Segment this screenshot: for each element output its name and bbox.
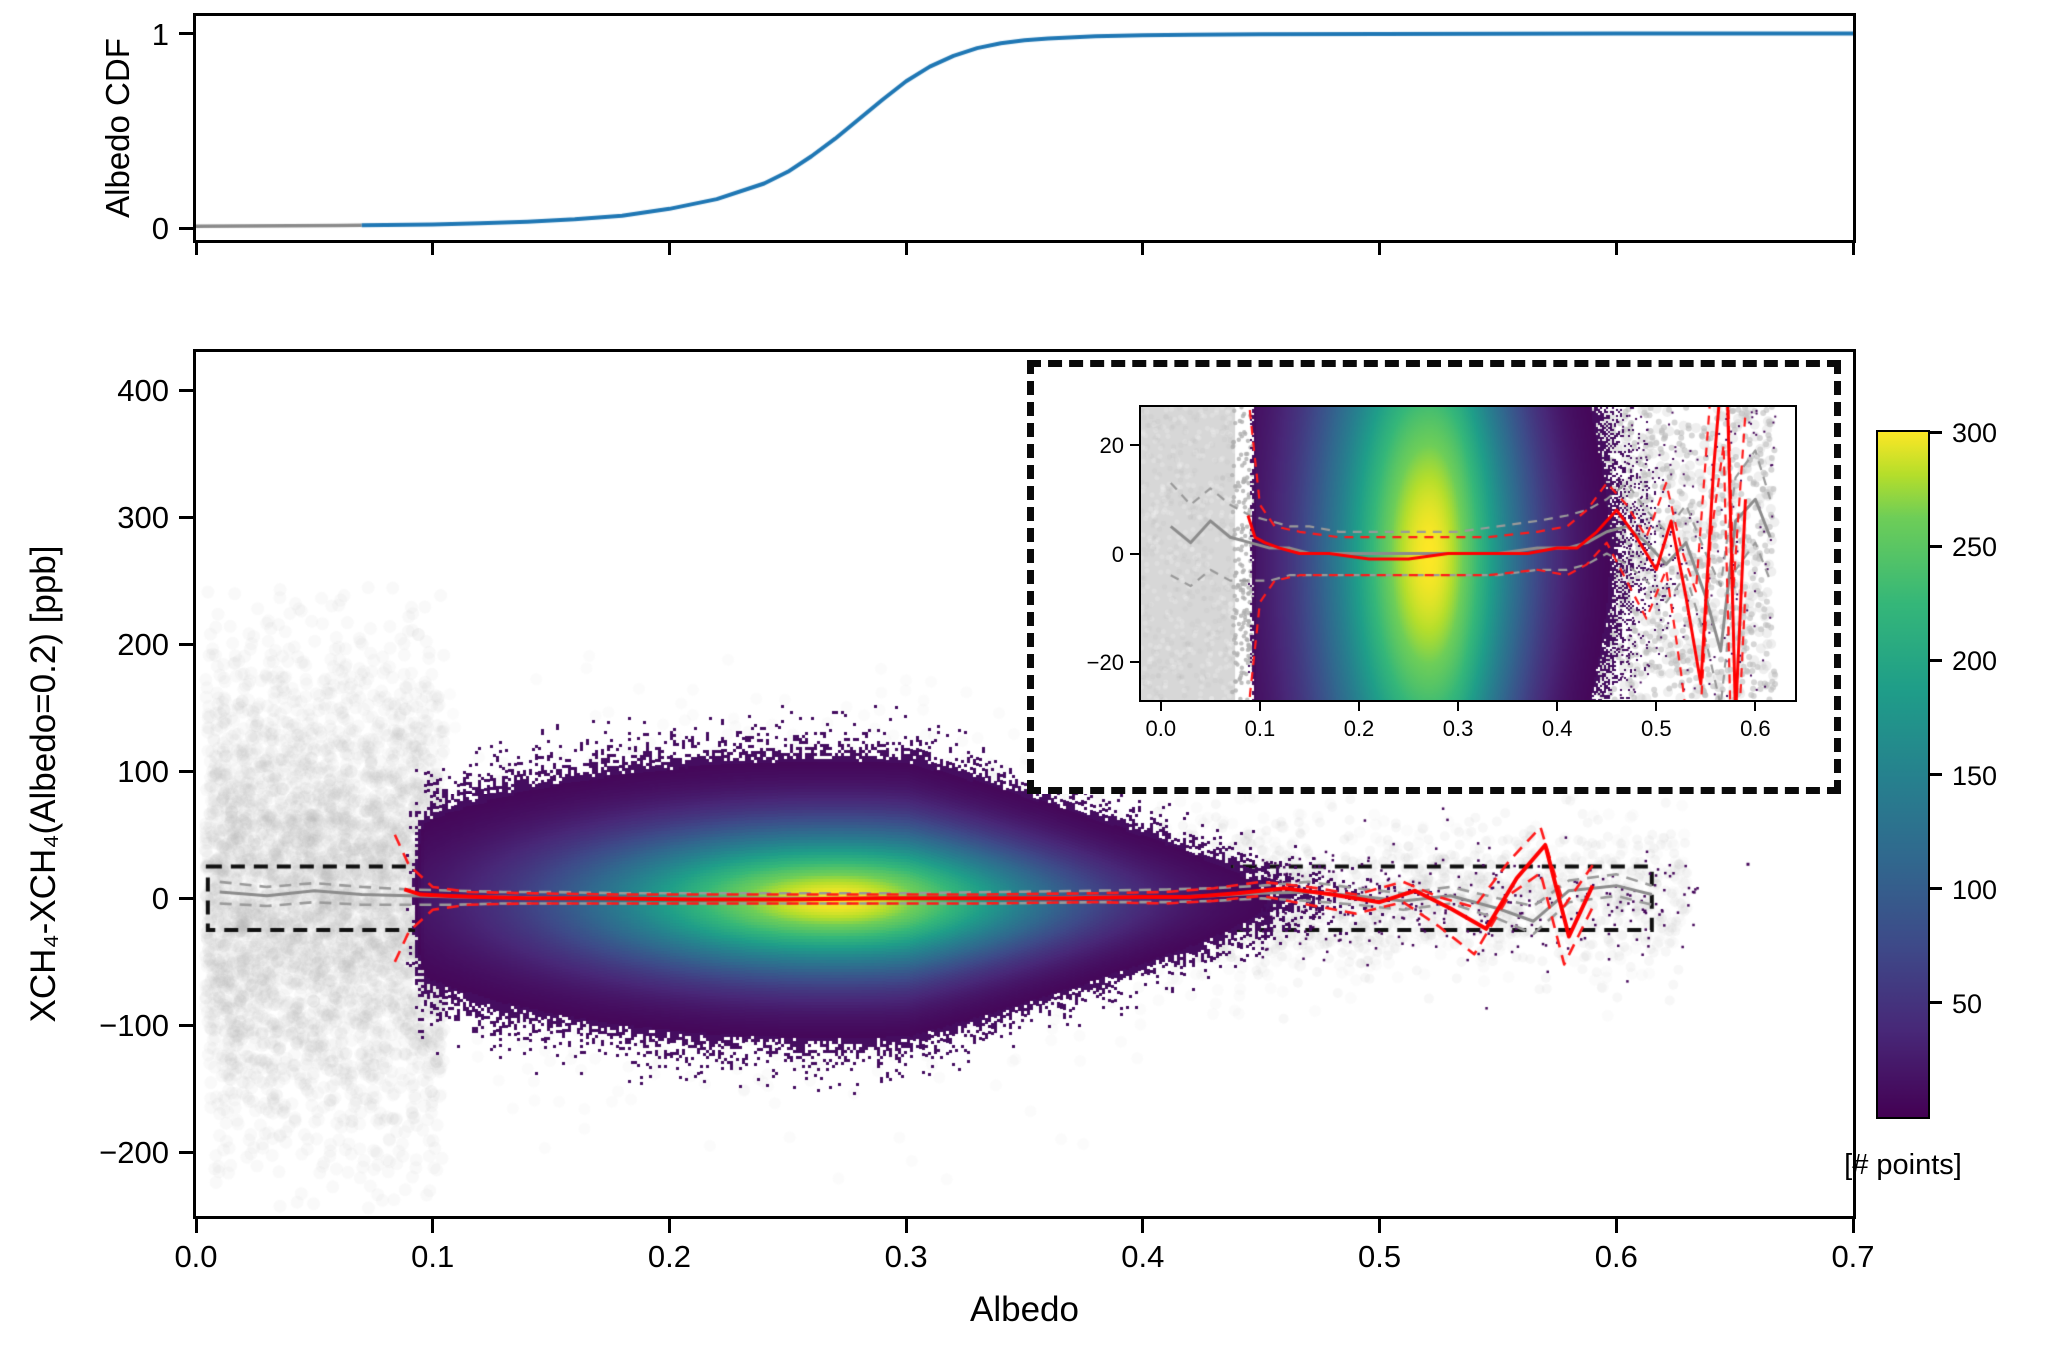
main-y-tick	[179, 769, 193, 773]
inset-x-tick-label: 0.6	[1740, 716, 1771, 741]
inset-x-tick	[1556, 702, 1559, 711]
main-x-tick-label: 0.5	[1358, 1239, 1402, 1274]
main-x-tick-label: 0.3	[884, 1239, 928, 1274]
colorbar-tick-label: 250	[1952, 532, 1998, 563]
main-y-tick-label: 400	[117, 373, 169, 409]
main-x-tick-label: 0.1	[411, 1239, 455, 1274]
main-x-tick-label: 0.0	[174, 1239, 218, 1274]
cdf-y-tick	[179, 226, 193, 230]
inset-x-tick	[1358, 702, 1360, 711]
inset-y-tick	[1130, 443, 1139, 446]
cdf-plot-canvas	[196, 16, 1853, 240]
main-x-tick	[1141, 1219, 1145, 1233]
inset-x-tick	[1159, 702, 1162, 711]
inset-y-tick	[1130, 661, 1139, 664]
inset-plot-canvas	[1141, 407, 1795, 700]
main-y-tick	[179, 1150, 193, 1154]
colorbar-tick-label: 200	[1952, 646, 1998, 677]
colorbar-tick-label: 300	[1952, 418, 1998, 448]
colorbar-tick	[1930, 658, 1942, 662]
colorbar-tick-label: 100	[1952, 874, 1998, 905]
main-y-tick-label: 300	[117, 500, 169, 536]
main-x-tick	[1851, 1219, 1855, 1233]
inset-x-tick-label: 0.5	[1640, 716, 1672, 741]
colorbar-label: [# points]	[1844, 1149, 1962, 1181]
main-x-tick-label: 0.7	[1831, 1239, 1875, 1274]
main-x-tick	[904, 1219, 908, 1233]
inset-y-tick-label: −20	[1086, 650, 1124, 676]
main-y-tick-label: 100	[117, 754, 169, 790]
inset-x-tick-label: 0.1	[1244, 716, 1276, 741]
colorbar-tick	[1930, 887, 1942, 891]
inset-x-tick	[1457, 702, 1460, 711]
main-x-tick	[1378, 1219, 1382, 1233]
main-y-tick	[179, 388, 193, 392]
cdf-y-tick-label: 1	[151, 16, 169, 52]
main-x-tick-label: 0.6	[1594, 1239, 1638, 1274]
inset-x-tick	[1754, 702, 1757, 711]
inset-x-tick-label: 0.0	[1145, 716, 1177, 741]
main-y-tick-label: −200	[99, 1135, 169, 1171]
main-x-tick	[431, 1219, 435, 1233]
cdf-y-tick	[179, 32, 193, 36]
cdf-x-tick	[667, 243, 671, 255]
cdf-x-tick	[1378, 243, 1382, 255]
main-y-tick-label: 200	[117, 627, 169, 663]
main-y-tick-label: 0	[151, 881, 169, 917]
colorbar-tick-label: 150	[1952, 760, 1998, 791]
cdf-x-tick	[194, 243, 198, 255]
colorbar-tick	[1930, 544, 1942, 548]
colorbar-tick	[1930, 773, 1942, 776]
inset-y-tick-label: 0	[1111, 541, 1124, 567]
main-x-tick	[194, 1219, 198, 1233]
main-y-tick	[179, 1023, 193, 1027]
main-x-tick	[667, 1219, 671, 1233]
cdf-x-tick	[1851, 243, 1855, 255]
colorbar-gradient	[1878, 432, 1928, 1117]
cdf-y-axis-label: Albedo CDF	[99, 38, 136, 218]
inset-x-tick-label: 0.2	[1343, 716, 1375, 741]
colorbar-tick	[1930, 430, 1942, 434]
inset-x-tick	[1655, 702, 1658, 711]
cdf-y-tick-label: 0	[151, 211, 169, 247]
cdf-x-tick	[1141, 243, 1145, 255]
colorbar-tick-label: 50	[1952, 988, 1983, 1019]
main-x-axis-label: Albedo	[970, 1290, 1079, 1329]
inset-y-tick	[1130, 552, 1139, 555]
inset-x-tick	[1258, 702, 1261, 711]
main-x-tick-label: 0.2	[647, 1239, 691, 1274]
main-y-tick	[179, 515, 193, 519]
main-y-tick-label: −100	[99, 1008, 169, 1044]
main-x-tick-label: 0.4	[1121, 1239, 1165, 1274]
main-y-tick	[179, 896, 193, 900]
colorbar-tick	[1930, 1001, 1942, 1005]
cdf-x-tick	[1614, 243, 1618, 255]
inset-x-tick-label: 0.4	[1541, 716, 1573, 741]
main-y-tick	[179, 642, 193, 646]
cdf-x-tick	[431, 243, 435, 255]
main-x-tick	[1614, 1219, 1618, 1233]
inset-y-tick-label: 20	[1099, 432, 1124, 458]
inset-x-tick-label: 0.3	[1442, 716, 1474, 741]
cdf-x-tick	[904, 243, 908, 255]
